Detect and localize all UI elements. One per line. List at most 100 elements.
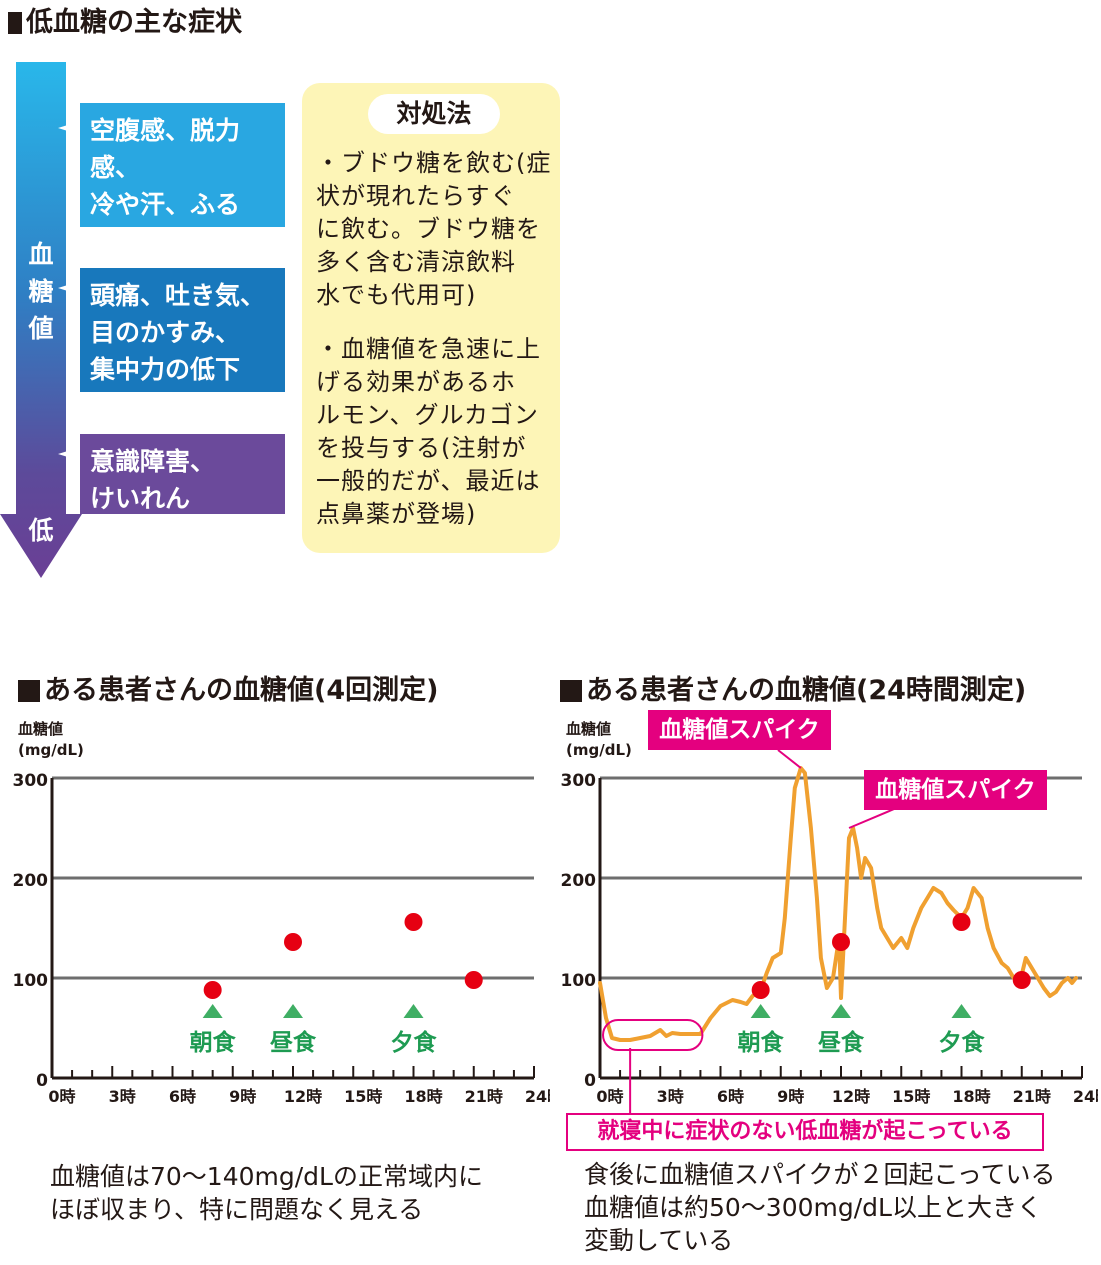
x-tick-label: 12時 — [832, 1087, 870, 1106]
y-axis-label: 血糖値 — [566, 720, 611, 738]
symptom-line: 目のかすみ、 — [90, 318, 241, 347]
x-tick-label: 21時 — [1013, 1087, 1051, 1106]
symptom-line: 意識障害、 — [90, 447, 216, 476]
meal-marker-icon — [403, 1004, 424, 1018]
measurement-point — [404, 913, 423, 931]
section1-title: 低血糖の主な症状 — [8, 6, 242, 40]
y-tick-label: 300 — [13, 771, 49, 791]
symptom-line: 冷や汗、ふるえ、 — [90, 190, 241, 256]
y-tick-label: 300 — [561, 771, 597, 791]
symptom-line: 集中力の低下 — [90, 355, 241, 384]
section1-title-text: 低血糖の主な症状 — [26, 7, 242, 38]
chart2-title-text: ある患者さんの血糖値(24時間測定) — [586, 675, 1027, 706]
symptom-line: けいれん — [90, 484, 191, 513]
measurement-point — [751, 981, 770, 999]
glucose-line — [598, 766, 1078, 1042]
y-axis-unit: (mg/dL) — [566, 741, 632, 759]
measurement-point — [464, 971, 483, 989]
y-tick-label: 0 — [584, 1071, 596, 1091]
hypo-highlight-box — [602, 1019, 704, 1051]
caption-line: 血糖値は約50～300mg/dL以上と大きく — [584, 1193, 1042, 1222]
square-bullet-icon — [8, 12, 22, 34]
meal-marker-icon — [283, 1004, 303, 1018]
spike-callout-2: 血糖値スパイク — [864, 770, 1047, 810]
remedy-line: 水でも代用可) — [316, 281, 477, 309]
y-tick-label: 200 — [561, 871, 597, 891]
meal-marker-icon — [750, 1004, 771, 1018]
spike-callout-1: 血糖値スパイク — [648, 710, 831, 750]
chart1-title: ある患者さんの血糖値(4回測定) — [18, 674, 438, 708]
caption-line: ほぼ収まり、特に問題なく見える — [50, 1195, 424, 1224]
remedy-line: 点鼻薬が登場) — [316, 500, 477, 528]
meal-label: 朝食 — [190, 1029, 237, 1056]
chart2-title: ある患者さんの血糖値(24時間測定) — [560, 674, 1026, 708]
glucose-arrow — [0, 62, 84, 578]
remedy-line: ルモン、グルカゴン — [316, 401, 539, 429]
x-tick-label: 0時 — [596, 1087, 623, 1106]
remedy-line: げる効果があるホ — [316, 368, 516, 396]
symptom-box-moderate: 頭痛、吐き気、 目のかすみ、 集中力の低下 — [80, 268, 285, 392]
chart1-title-text: ある患者さんの血糖値(4回測定) — [44, 675, 439, 706]
symptom-box-mild: 空腹感、脱力感、 冷や汗、ふるえ、 動悸 — [80, 103, 285, 293]
caption-line: 血糖値は70～140mg/dLの正常域内に — [50, 1162, 483, 1191]
y-tick-label: 200 — [13, 871, 49, 891]
symptom-line: 空腹感、脱力感、 — [90, 116, 241, 182]
chart1-caption: 血糖値は70～140mg/dLの正常域内に ほぼ収まり、特に問題なく見える — [50, 1160, 550, 1226]
x-tick-label: 15時 — [892, 1087, 930, 1106]
remedy-line: に飲む。ブドウ糖を — [316, 215, 541, 243]
y-axis-label: 血糖値 — [18, 720, 63, 738]
meal-label: 夕食 — [391, 1029, 438, 1056]
caption-line: 変動している — [584, 1226, 734, 1255]
x-tick-label: 0時 — [48, 1087, 75, 1106]
remedy-line: ・血糖値を急速に上 — [316, 335, 541, 363]
square-bullet-icon — [18, 680, 40, 702]
meal-label: 昼食 — [270, 1029, 317, 1056]
axis-label-char: 血 — [28, 240, 54, 269]
remedy-title: 対処法 — [368, 94, 500, 134]
measurement-point — [952, 913, 971, 931]
chart1-plot: 血糖値 (mg/dL) 0 100 200 300 0時 3時 6時 9時 12時 15時 18時 21時… — [13, 720, 551, 1106]
y-axis-unit: (mg/dL) — [18, 741, 84, 759]
x-tick-label: 3時 — [109, 1087, 136, 1106]
symptom-box-severe: 意識障害、 けいれん — [80, 434, 285, 514]
x-tick-label: 9時 — [777, 1087, 804, 1106]
remedy-item-glucagon: ・血糖値を急速に上 げる効果があるホ ルモン、グルカゴン を投与する(注射が 一… — [316, 333, 552, 531]
chart2-plot: 血糖値 (mg/dL) 0 100 200 300 0時 3時 6時 9時 12時 15時 18時 21時… — [561, 720, 1098, 1113]
symptom-line: 頭痛、吐き気、 — [90, 281, 266, 310]
meal-label: 夕食 — [939, 1029, 986, 1056]
y-tick-label: 100 — [561, 971, 597, 991]
x-tick-label: 21時 — [465, 1087, 503, 1106]
remedy-item-glucose: ・ブドウ糖を飲む(症 状が現れたらすぐ に飲む。ブドウ糖を 多く含む清涼飲料 水… — [316, 147, 552, 312]
meal-marker-icon — [831, 1004, 851, 1018]
remedy-line: 多く含む清涼飲料 — [316, 248, 516, 276]
remedy-line: を投与する(注射が — [316, 434, 527, 462]
x-tick-label: 9時 — [229, 1087, 256, 1106]
measurement-point — [284, 933, 302, 951]
spike-leader-line — [777, 749, 802, 769]
caption-line: 食後に血糖値スパイクが２回起こっている — [584, 1160, 1056, 1189]
remedy-line: 状が現れたらすぐ — [316, 182, 516, 210]
remedy-line: ・ブドウ糖を飲む(症 — [316, 149, 552, 177]
axis-label-char: 値 — [28, 314, 54, 343]
chart2-caption: 食後に血糖値スパイクが２回起こっている 血糖値は約50～300mg/dL以上と大… — [584, 1158, 1094, 1257]
x-tick-label: 24時 — [1073, 1087, 1098, 1106]
x-tick-label: 15時 — [344, 1087, 382, 1106]
y-tick-label: 0 — [36, 1071, 48, 1091]
remedy-panel: 対処法 ・ブドウ糖を飲む(症 状が現れたらすぐ に飲む。ブドウ糖を 多く含む清涼… — [302, 83, 560, 553]
x-tick-label: 18時 — [952, 1087, 990, 1106]
y-tick-label: 100 — [13, 971, 49, 991]
meal-marker-icon — [951, 1004, 972, 1018]
hypo-callout: 就寝中に症状のない低血糖が起こっている — [566, 1113, 1044, 1151]
meal-label: 昼食 — [818, 1029, 865, 1056]
meal-marker-icon — [202, 1004, 223, 1018]
remedy-line: 一般的だが、最近は — [316, 467, 541, 495]
square-bullet-icon — [560, 680, 582, 702]
measurement-point — [832, 933, 850, 951]
measurement-point — [1012, 971, 1031, 989]
x-tick-label: 24時 — [525, 1087, 550, 1106]
meal-label: 朝食 — [738, 1029, 785, 1056]
axis-label-char: 糖 — [28, 277, 54, 306]
measurement-point — [203, 981, 222, 999]
x-tick-label: 6時 — [169, 1087, 196, 1106]
x-tick-label: 12時 — [284, 1087, 322, 1106]
